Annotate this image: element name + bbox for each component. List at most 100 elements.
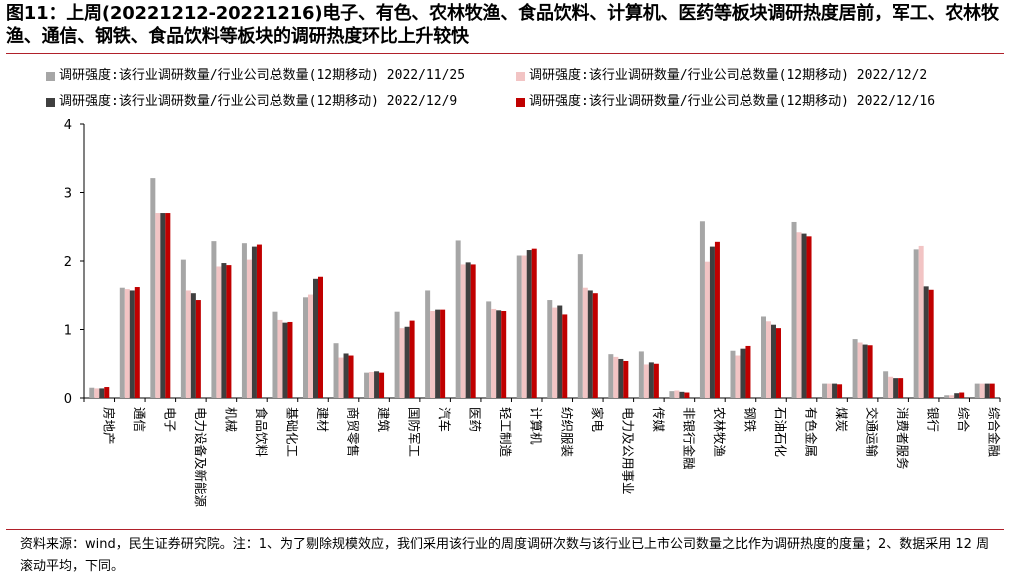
bar (440, 309, 446, 398)
bar (832, 383, 838, 398)
legend-label: 调研强度:该行业调研数量/行业公司总数量(12期移动) 2022/12/16 (529, 94, 936, 109)
bar (735, 355, 741, 398)
bar (409, 320, 415, 398)
x-tick-label: 商贸零售 (346, 407, 361, 457)
bar (562, 314, 568, 398)
bar (989, 383, 995, 398)
bar (867, 345, 873, 398)
bar (308, 294, 313, 398)
x-tick-label: 房地产 (101, 407, 116, 445)
bar (714, 241, 720, 398)
bar (648, 362, 654, 398)
bar (837, 384, 843, 398)
bar (246, 259, 252, 398)
y-tick-label: 3 (64, 187, 72, 202)
bar (185, 290, 191, 398)
x-tick-label: 非银行金融 (681, 407, 696, 470)
bar (766, 321, 771, 398)
x-tick-label: 医药 (468, 407, 483, 432)
bar (531, 248, 537, 398)
bar (195, 300, 201, 398)
bar (653, 363, 659, 398)
bar (898, 378, 904, 398)
bar (883, 371, 889, 398)
x-tick-label: 汽车 (437, 407, 452, 432)
bar (918, 245, 924, 398)
bar (287, 321, 293, 398)
bar (374, 371, 380, 398)
bar (455, 240, 461, 398)
x-tick-label: 建筑 (376, 407, 391, 433)
y-tick-label: 4 (64, 118, 72, 133)
bar (827, 383, 833, 398)
x-tick-label: 轻工制造 (498, 407, 513, 458)
x-tick-label: 石油石化 (773, 407, 788, 458)
bar (119, 287, 125, 398)
bar (928, 289, 934, 398)
x-tick-label: 农林牧渔 (712, 407, 727, 457)
chart-legend: 调研强度:该行业调研数量/行业公司总数量(12期移动) 2022/11/25 调… (0, 62, 1016, 114)
bar (674, 390, 680, 398)
x-tick-label: 纺织服装 (559, 407, 574, 457)
bar (343, 353, 349, 398)
bar (852, 339, 858, 398)
bar (124, 289, 130, 398)
bar (643, 364, 649, 398)
bar (134, 287, 140, 398)
bar (776, 328, 781, 398)
x-tick-label: 电力设备及新能源 (193, 407, 208, 508)
x-tick-label: 电力及公用事业 (620, 407, 635, 495)
bar (730, 350, 736, 398)
bar (89, 387, 95, 398)
bar (501, 311, 507, 398)
legend-swatch (516, 71, 525, 81)
y-tick-label: 1 (64, 324, 72, 339)
x-tick-label: 计算机 (529, 407, 544, 445)
x-tick-label: 钢铁 (742, 407, 757, 433)
x-tick-label: 基础化工 (284, 407, 299, 457)
bar (577, 254, 583, 398)
bar (318, 276, 323, 398)
x-tick-label: 综合 (956, 407, 971, 433)
bar (99, 388, 105, 398)
bar (857, 342, 863, 398)
legend-swatch (516, 97, 525, 107)
legend-label: 调研强度:该行业调研数量/行业公司总数量(12期移动) 2022/12/9 (59, 94, 458, 109)
legend-swatch (46, 97, 55, 107)
bar (582, 287, 588, 398)
bar (129, 290, 135, 398)
bar (669, 391, 675, 398)
bar (221, 263, 227, 398)
x-tick-label: 煤炭 (834, 407, 849, 432)
bar (888, 376, 894, 398)
bar (277, 319, 283, 398)
bar (491, 308, 497, 398)
bar (709, 246, 715, 398)
bar (822, 383, 828, 398)
bar (806, 236, 812, 398)
y-tick-label: 0 (64, 392, 72, 407)
title-rule (6, 53, 1004, 54)
bar (465, 262, 471, 398)
bar (216, 266, 222, 398)
bar (399, 328, 405, 398)
bar (496, 310, 502, 398)
x-tick-label: 银行 (926, 407, 941, 432)
bar (486, 301, 492, 398)
bar (761, 316, 766, 398)
bar (796, 232, 802, 398)
bar (979, 383, 985, 398)
bar (404, 326, 410, 398)
bar (699, 221, 705, 398)
bar (150, 178, 156, 398)
bar (526, 250, 532, 398)
x-tick-label: 食品饮料 (254, 407, 269, 458)
bar (364, 372, 370, 398)
bar (394, 311, 400, 398)
bar (704, 261, 710, 398)
bar (618, 358, 624, 398)
bar (348, 355, 354, 398)
bar (516, 255, 522, 398)
chart-title: 图11：上周(20221212-20221216)电子、有色、农林牧渔、食品饮料… (6, 3, 999, 47)
bar (740, 348, 746, 398)
